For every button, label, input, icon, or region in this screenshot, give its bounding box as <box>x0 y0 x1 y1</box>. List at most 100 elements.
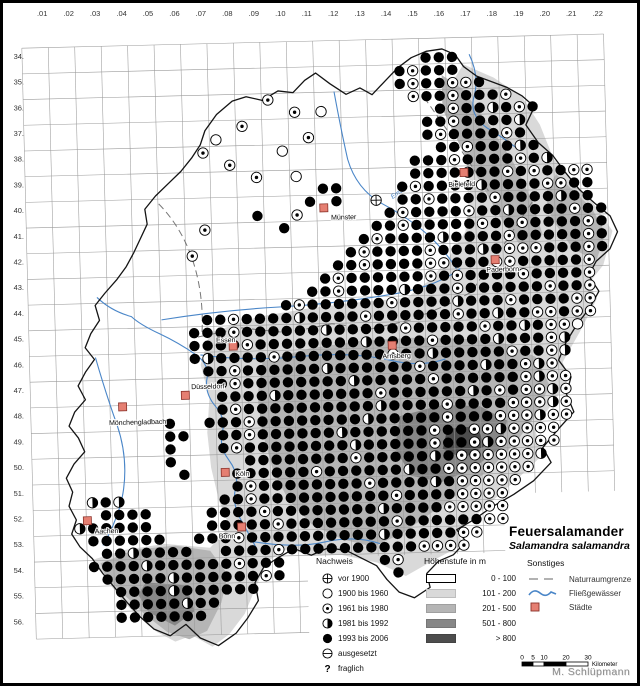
record-filled <box>324 453 335 464</box>
record-filled <box>378 516 390 527</box>
record-half <box>432 347 438 359</box>
record-dot <box>518 156 523 160</box>
record-dot <box>447 466 451 471</box>
record-filled <box>286 544 298 555</box>
record-filled <box>478 269 489 280</box>
record-dot <box>499 439 503 444</box>
record-dot <box>262 509 267 514</box>
record-filled <box>215 314 226 325</box>
record-filled <box>308 363 320 375</box>
record-filled <box>519 307 530 318</box>
record-dot <box>395 519 399 523</box>
city-label: Mönchengladbach <box>109 419 166 427</box>
grid-line-h <box>25 187 608 203</box>
record-filled <box>530 216 541 228</box>
record-filled <box>435 116 446 127</box>
record-dot <box>483 324 487 328</box>
record-filled <box>454 372 466 384</box>
record-half <box>327 618 332 629</box>
record-half <box>341 427 348 438</box>
record-filled <box>379 541 390 553</box>
legend-elevation: Höhenstufe in m 0 - 100 101 - 200 201 - 50… <box>424 556 516 646</box>
axis-label-left: 38. <box>14 155 24 164</box>
record-filled <box>527 101 538 112</box>
record-filled <box>466 334 478 345</box>
record-filled <box>142 599 154 610</box>
record-filled <box>543 203 554 215</box>
record-filled <box>242 365 254 376</box>
record-dot <box>467 209 471 213</box>
record-filled <box>229 352 240 364</box>
grid-line-v <box>21 48 37 640</box>
record-filled <box>529 191 540 202</box>
record-filled <box>488 127 499 139</box>
record-half <box>539 409 546 420</box>
record-dot <box>587 257 591 261</box>
record-filled <box>182 585 193 596</box>
record-filled <box>438 270 450 281</box>
grid-line-h <box>31 444 614 460</box>
record-filled <box>330 183 342 194</box>
record-filled <box>424 232 436 243</box>
record-filled <box>421 116 433 128</box>
record-filled <box>115 586 127 598</box>
scale-bar-segment <box>532 661 545 667</box>
record-filled <box>325 504 336 516</box>
record-filled <box>273 557 285 568</box>
record-dot <box>445 415 450 419</box>
record-circle <box>276 145 288 157</box>
record-dot <box>401 210 405 215</box>
record-filled <box>595 202 607 213</box>
record-dot <box>564 412 569 416</box>
question-mark-icon: ? <box>316 662 338 675</box>
record-filled <box>442 424 454 436</box>
grid-line-h <box>31 419 614 434</box>
record-filled <box>336 414 347 425</box>
record-filled <box>312 504 323 516</box>
record-filled <box>530 229 541 241</box>
record-filled <box>402 387 413 398</box>
record-filled <box>582 202 594 214</box>
record-filled <box>446 51 458 63</box>
record-dot <box>306 135 311 140</box>
city-marker <box>459 167 469 177</box>
legend-item-label: > 800 <box>495 634 516 643</box>
record-filled <box>129 586 140 597</box>
record-half <box>327 363 333 374</box>
record-dot <box>525 439 530 443</box>
record-filled <box>385 258 397 270</box>
record-filled <box>542 165 553 176</box>
record-filled <box>283 389 294 401</box>
record-filled <box>409 155 421 166</box>
legend-nachweis-rows: vor 1900 1900 bis 1960 1961 bis 1980 1981 b… <box>316 571 388 676</box>
record-dot <box>535 310 540 314</box>
record-half <box>561 190 567 201</box>
record-half <box>355 439 361 451</box>
record-filled <box>234 571 245 582</box>
legend-item-label: ausgesetzt <box>338 649 377 658</box>
record-filled <box>308 337 319 349</box>
record-filled <box>169 598 180 609</box>
record-filled <box>337 465 349 477</box>
record-filled <box>339 542 351 554</box>
record-filled <box>433 52 444 63</box>
record-filled <box>216 391 228 402</box>
city-label: Arnsberg <box>382 353 411 361</box>
record-filled <box>351 465 362 476</box>
grid-line-h <box>32 470 615 486</box>
record-dot <box>254 175 259 180</box>
record-dot <box>431 377 436 381</box>
record-filled <box>312 492 323 503</box>
record-filled <box>116 599 127 611</box>
record-filled <box>596 240 608 252</box>
record-filled <box>398 258 410 270</box>
city-marker <box>237 522 247 532</box>
record-dot <box>460 479 465 483</box>
record-filled <box>533 345 544 356</box>
record-filled <box>390 464 402 475</box>
record-filled <box>323 401 334 413</box>
record-filled <box>518 281 529 292</box>
record-filled <box>282 351 293 362</box>
record-filled <box>195 597 206 609</box>
record-filled <box>447 64 458 76</box>
